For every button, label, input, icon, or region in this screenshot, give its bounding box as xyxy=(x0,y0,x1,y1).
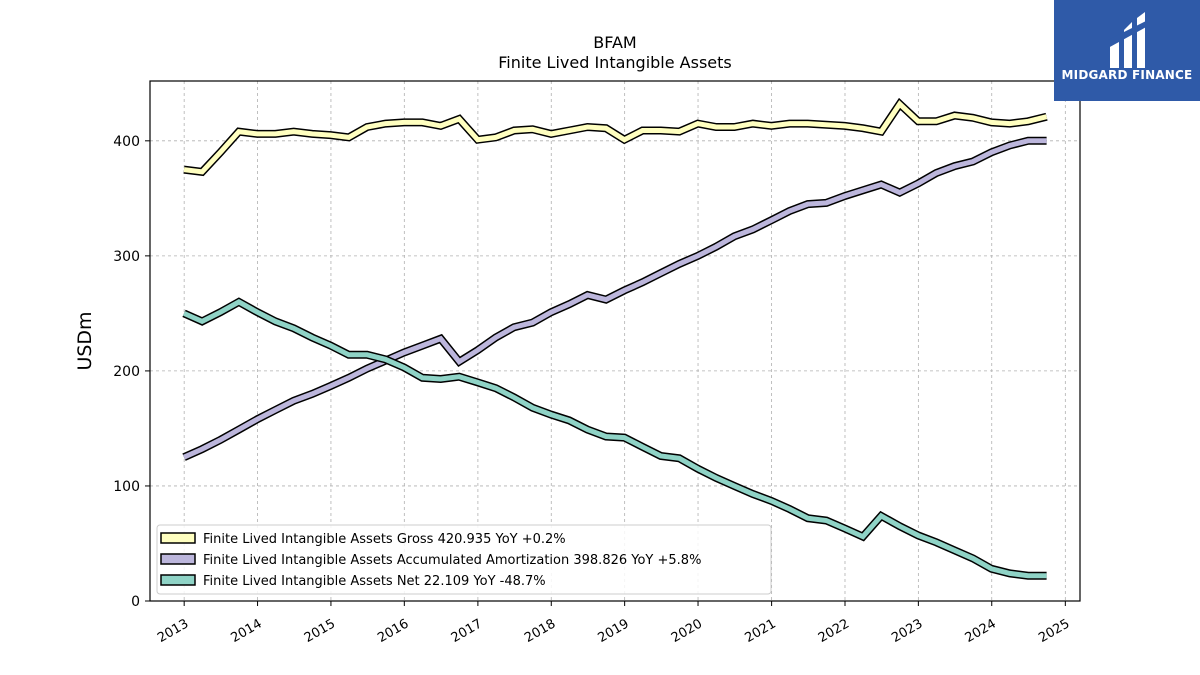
series-layer xyxy=(182,97,1048,580)
y-tick-label: 200 xyxy=(113,364,140,380)
grid-lines xyxy=(150,81,1080,602)
x-tick-label: 2018 xyxy=(522,616,558,646)
legend-swatch xyxy=(160,532,196,544)
x-tick-label: 2024 xyxy=(963,616,999,646)
legend: Finite Lived Intangible Assets Gross 420… xyxy=(156,524,772,595)
y-tick-label: 300 xyxy=(113,249,140,265)
series-3 xyxy=(182,297,1047,580)
y-axis: 0 100 200 300 400 xyxy=(113,134,150,610)
x-tick-label: 2023 xyxy=(889,616,925,646)
plot-frame xyxy=(149,80,1081,602)
x-tick-label: 2013 xyxy=(155,616,191,646)
legend-entry: Finite Lived Intangible Assets Gross 420… xyxy=(203,532,566,547)
x-tick-label: 2021 xyxy=(743,616,779,646)
logo-mark-icon xyxy=(1108,12,1148,68)
y-tick-label: 100 xyxy=(113,479,140,495)
y-tick-label: 400 xyxy=(113,134,140,150)
series-1 xyxy=(183,97,1048,177)
legend-box xyxy=(156,524,772,595)
chart-subtitle: Finite Lived Intangible Assets xyxy=(498,53,731,72)
x-tick-label: 2015 xyxy=(302,616,338,646)
series-line xyxy=(182,299,1047,579)
legend-swatch xyxy=(160,553,196,565)
x-tick-label: 2016 xyxy=(375,616,411,646)
series-2 xyxy=(182,136,1047,461)
y-tick-label: 0 xyxy=(131,594,140,610)
midgard-finance-logo: MIDGARD FINANCE xyxy=(1054,0,1200,101)
x-axis: 2013 2014 2015 2016 2017 2018 2019 2020 2021 2022… xyxy=(155,601,1072,646)
x-tick-label: 2014 xyxy=(228,616,264,646)
y-axis-label: USDm xyxy=(74,311,96,370)
x-tick-label: 2025 xyxy=(1036,616,1072,646)
legend-entry: Finite Lived Intangible Assets Accumulat… xyxy=(203,553,701,568)
series-line-outline xyxy=(183,97,1048,177)
legend-swatch xyxy=(160,574,196,586)
logo-text: MIDGARD FINANCE xyxy=(1061,68,1193,82)
x-tick-label: 2019 xyxy=(596,616,632,646)
legend-entry: Finite Lived Intangible Assets Net 22.10… xyxy=(203,574,546,589)
series-line xyxy=(182,138,1047,460)
series-line xyxy=(183,100,1048,175)
x-tick-label: 2022 xyxy=(816,616,852,646)
x-tick-label: 2020 xyxy=(669,616,705,646)
series-line-outline xyxy=(182,136,1047,461)
x-tick-label: 2017 xyxy=(449,616,485,646)
chart-title: BFAM xyxy=(593,33,636,52)
